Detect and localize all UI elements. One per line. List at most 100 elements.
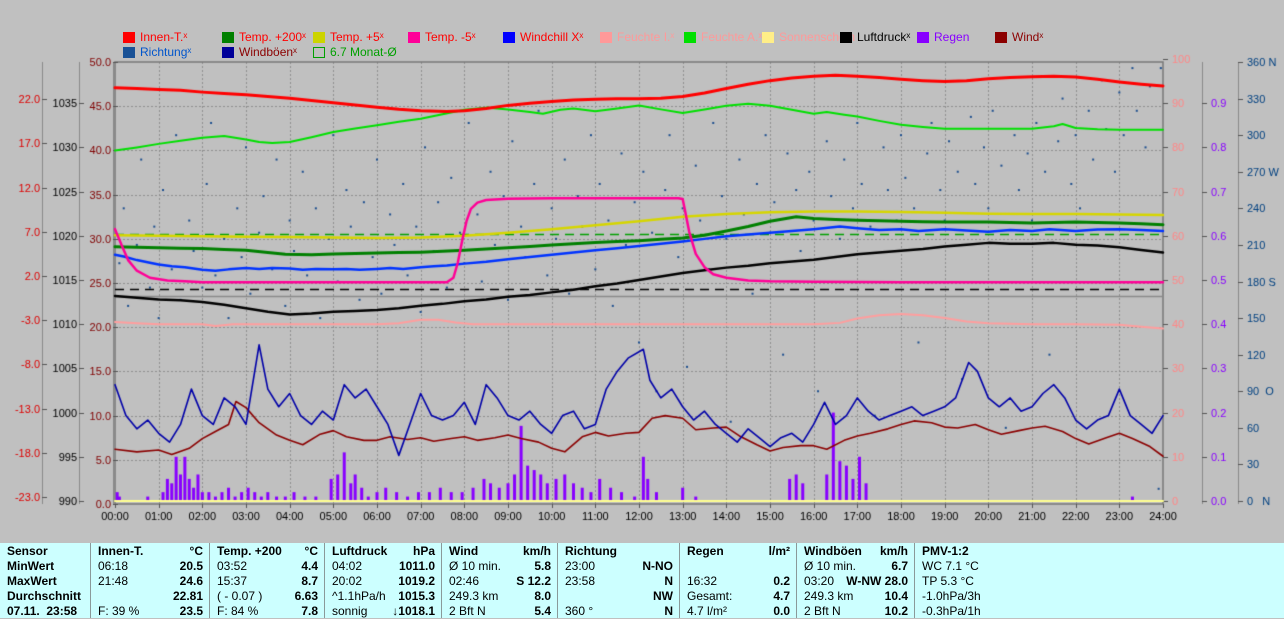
legend-label: Innen-T.ˣ xyxy=(140,30,188,44)
column-name: Innen-T. xyxy=(98,544,144,558)
stat-column-temp-200: Temp. +200 °C 03:52 4.4 15:37 8.7 ( - 0.07 ) 6.… xyxy=(209,543,324,618)
stat-label: 16:32 xyxy=(687,574,718,588)
stat-cell: WC 7.1 °C xyxy=(922,559,1278,574)
stat-cell: 360 ° N xyxy=(565,604,673,619)
legend-label: Sonnenschein xyxy=(779,30,856,44)
stat-cell: 04:02 1011.0 xyxy=(332,559,435,574)
stat-label: sonnig xyxy=(332,604,368,618)
stat-label: Gesamt: xyxy=(687,589,733,603)
legend-label: Feuchte I.ˣ xyxy=(617,30,675,44)
stat-value: 8.0 xyxy=(534,589,551,603)
stat-value: 1019.2 xyxy=(398,574,435,588)
legend-swatch xyxy=(684,32,696,43)
legend-item-2-0: Richtungˣ xyxy=(123,45,192,59)
legend-item-1-3: Temp. -5ˣ xyxy=(408,30,476,44)
stat-label: 23:00 xyxy=(565,559,596,573)
stat-value: 0.2 xyxy=(773,574,790,588)
row-label-4: 07.11. 23:58 xyxy=(7,604,78,618)
stat-label: ^1.1hPa/h xyxy=(332,589,386,603)
stat-label: 4.7 l/m² xyxy=(687,604,728,618)
column-unit: km/h xyxy=(522,544,551,558)
stat-cell: F: 84 % 7.8 xyxy=(217,604,318,619)
stat-label: -1.0hPa/3h xyxy=(922,589,981,603)
stat-label: 20:02 xyxy=(332,574,363,588)
legend-swatch xyxy=(313,47,325,58)
stat-label: F: 39 % xyxy=(98,604,140,618)
legend-item-1-7: Sonnenschein xyxy=(762,30,856,44)
column-unit: °C xyxy=(189,544,203,558)
legend-label: Windchill Xˣ xyxy=(520,30,584,44)
legend-label: Windˣ xyxy=(1012,30,1044,44)
stat-cell: NW xyxy=(565,589,673,604)
stat-cell: sonnig ↓1018.1 xyxy=(332,604,435,619)
legend-item-1-10: Windˣ xyxy=(995,30,1044,44)
stat-cell: 22.81 xyxy=(98,589,203,604)
stat-value: S 12.2 xyxy=(516,574,551,588)
stat-label: F: 84 % xyxy=(217,604,259,618)
stat-cell: 02:46 S 12.2 xyxy=(449,574,551,589)
stat-value: 10.2 xyxy=(884,604,908,618)
stat-label: TP 5.3 °C xyxy=(922,574,974,588)
stat-column-wind: Wind km/h Ø 10 min. 5.8 02:46 S 12.2 249.3 km 8… xyxy=(441,543,557,618)
legend-swatch xyxy=(123,47,135,58)
stat-label: -0.3hPa/1h xyxy=(922,604,981,618)
stat-value: 1015.3 xyxy=(398,589,435,603)
column-unit: hPa xyxy=(412,544,435,558)
stat-column-regen: Regen l/m² 16:32 0.2 Gesamt: 4.7 4.7 l/m² 0.0 xyxy=(679,543,796,618)
legend-label: Windböenˣ xyxy=(239,45,297,59)
stat-cell: 23:00 N-NO xyxy=(565,559,673,574)
legend-swatch xyxy=(313,32,325,43)
legend-label: Richtungˣ xyxy=(140,45,192,59)
row-label-2: MaxWert xyxy=(7,574,57,588)
legend-swatch xyxy=(222,47,234,58)
statistics-table: Sensor MinWert MaxWert Durchschnitt 07.11. 2… xyxy=(0,543,1284,618)
stat-cell: ( - 0.07 ) 6.63 xyxy=(217,589,318,604)
stat-label: 03:52 xyxy=(217,559,248,573)
stat-column-richtung: Richtung 23:00 N-NO 23:58 N NW 360 ° N xyxy=(557,543,679,618)
legend-swatch xyxy=(222,32,234,43)
stat-cell xyxy=(687,559,790,574)
stat-label: 21:48 xyxy=(98,574,129,588)
stat-cell: 2 Bft N 10.2 xyxy=(804,604,908,619)
legend-swatch xyxy=(995,32,1007,43)
legend-label: 6.7 Monat-Ø xyxy=(330,45,397,59)
column-name: Luftdruck xyxy=(332,544,388,558)
stat-value: 5.4 xyxy=(534,604,551,618)
column-unit: l/m² xyxy=(768,544,790,558)
stat-cell: -0.3hPa/1h xyxy=(922,604,1278,619)
stat-cell: Ø 10 min. 5.8 xyxy=(449,559,551,574)
stat-label: WC 7.1 °C xyxy=(922,559,979,573)
stat-value: 5.8 xyxy=(534,559,551,573)
stat-value: 22.81 xyxy=(172,589,203,603)
legend-label: Temp. +200ˣ xyxy=(239,30,306,44)
stat-cell: 06:18 20.5 xyxy=(98,559,203,574)
stat-cell: 03:20 W-NW 28.0 xyxy=(804,574,908,589)
stat-label: 360 ° xyxy=(565,604,594,618)
stat-label: 23:58 xyxy=(565,574,596,588)
stat-value: N xyxy=(664,574,673,588)
legend-item-2-2: 6.7 Monat-Ø xyxy=(313,45,397,59)
row-label-1: MinWert xyxy=(7,559,55,573)
legend-item-1-6: Feuchte A.ˣ xyxy=(684,30,762,44)
stat-label: 15:37 xyxy=(217,574,248,588)
legend-item-1-1: Temp. +200ˣ xyxy=(222,30,306,44)
stat-cell: 249.3 km 10.4 xyxy=(804,589,908,604)
legend-swatch xyxy=(408,32,420,43)
column-name: Temp. +200 xyxy=(217,544,282,558)
stat-label: 2 Bft N xyxy=(804,604,841,618)
stat-value: 7.8 xyxy=(301,604,318,618)
stat-label: 03:20 xyxy=(804,574,835,588)
legend-swatch xyxy=(840,32,852,43)
stat-value: 1011.0 xyxy=(398,559,435,573)
stat-label: 249.3 km xyxy=(804,589,854,603)
stat-value: 23.5 xyxy=(179,604,203,618)
stat-cell: Ø 10 min. 6.7 xyxy=(804,559,908,574)
weather-chart-canvas xyxy=(0,0,1284,543)
column-name: PMV-1:2 xyxy=(922,544,969,558)
legend-item-1-8: Luftdruckˣ xyxy=(840,30,910,44)
stat-value: 4.4 xyxy=(301,559,318,573)
row-label-0: Sensor xyxy=(7,544,48,558)
legend-swatch xyxy=(917,32,929,43)
legend-swatch xyxy=(123,32,135,43)
stat-label: 04:02 xyxy=(332,559,363,573)
